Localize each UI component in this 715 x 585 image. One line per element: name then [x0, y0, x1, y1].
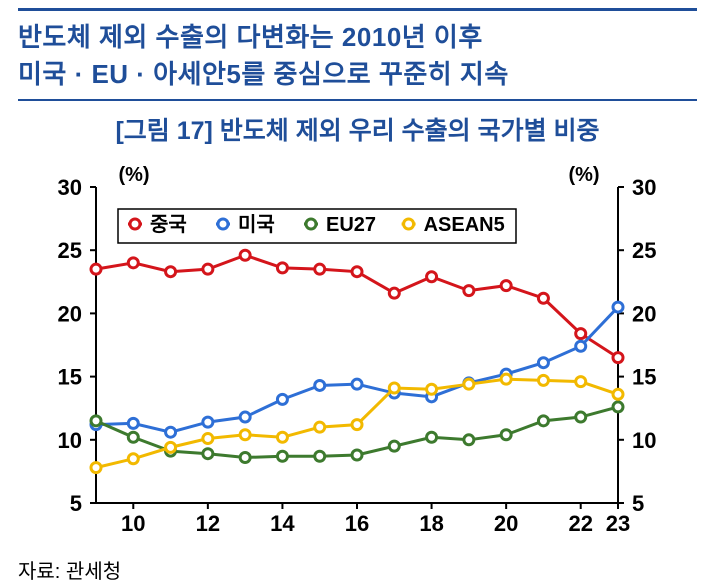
rule-top	[18, 8, 697, 11]
series-marker	[427, 384, 437, 394]
series-marker	[315, 380, 325, 390]
ytick-label-right: 10	[632, 428, 656, 453]
series-marker	[240, 412, 250, 422]
legend-swatch-marker	[404, 219, 414, 229]
series-marker	[389, 288, 399, 298]
legend-label: EU27	[326, 214, 376, 236]
series-marker	[538, 358, 548, 368]
series-marker	[277, 394, 287, 404]
series-marker	[166, 442, 176, 452]
series-marker	[613, 402, 623, 412]
ytick-label-right: 15	[632, 365, 656, 390]
ytick-label-left: 5	[70, 491, 82, 516]
series-marker	[538, 293, 548, 303]
headline-line2: 미국 · EU · 아세안5를 중심으로 꾸준히 지속	[18, 54, 697, 91]
series-marker	[166, 427, 176, 437]
xtick-label: 22	[568, 511, 592, 536]
ytick-label-left: 25	[58, 238, 82, 263]
series-marker	[203, 434, 213, 444]
series-marker	[203, 449, 213, 459]
series-marker	[538, 375, 548, 385]
line-chart: 5 5 10 10 15 15 20 20 25 25 30 30 (%) (%) 10 12 14 16 18 20…	[18, 153, 678, 553]
legend-label: 미국	[238, 213, 275, 236]
legend-swatch-marker	[306, 219, 316, 229]
xtick-label: 14	[270, 511, 295, 536]
xtick-label: 12	[196, 511, 220, 536]
chart-container: 5 5 10 10 15 15 20 20 25 25 30 30 (%) (%) 10 12 14 16 18 20…	[18, 153, 697, 553]
y-unit-right: (%)	[568, 164, 599, 186]
ytick-label-right: 20	[632, 301, 656, 326]
legend-swatch-marker	[218, 219, 228, 229]
series-marker	[91, 463, 101, 473]
series-marker	[501, 374, 511, 384]
series-marker	[277, 263, 287, 273]
series-marker	[613, 353, 623, 363]
series-marker	[352, 267, 362, 277]
series-marker	[427, 432, 437, 442]
series-marker	[203, 417, 213, 427]
series-marker	[128, 454, 138, 464]
series-marker	[613, 302, 623, 312]
source-label: 자료:	[18, 561, 60, 583]
xtick-label: 23	[606, 511, 630, 536]
series-marker	[315, 264, 325, 274]
series-marker	[464, 435, 474, 445]
series-marker	[240, 430, 250, 440]
source-line: 자료: 관세청	[18, 555, 697, 584]
series-marker	[240, 250, 250, 260]
xtick-label: 10	[121, 511, 145, 536]
series-marker	[166, 267, 176, 277]
legend-label: ASEAN5	[424, 214, 505, 236]
ytick-label-right: 30	[632, 175, 656, 200]
series-marker	[389, 383, 399, 393]
legend-label: 중국	[150, 214, 187, 236]
series-marker	[128, 432, 138, 442]
figure-title: [그림 17] 반도체 제외 우리 수출의 국가별 비중	[18, 111, 697, 147]
series-marker	[315, 422, 325, 432]
series-marker	[352, 420, 362, 430]
series-marker	[464, 379, 474, 389]
series-marker	[576, 412, 586, 422]
rule-mid	[18, 99, 697, 101]
series-marker	[576, 341, 586, 351]
ytick-label-right: 5	[632, 491, 644, 516]
ytick-label-left: 15	[58, 365, 82, 390]
headline-line1: 반도체 제외 수출의 다변화는 2010년 이후	[18, 17, 697, 54]
ytick-label-left: 30	[58, 175, 82, 200]
series-marker	[464, 286, 474, 296]
series-marker	[128, 418, 138, 428]
series-marker	[277, 451, 287, 461]
ytick-label-left: 10	[58, 428, 82, 453]
y-unit-left: (%)	[118, 164, 149, 186]
series-marker	[352, 379, 362, 389]
series-marker	[352, 450, 362, 460]
xtick-label: 16	[345, 511, 369, 536]
series-marker	[91, 264, 101, 274]
series-marker	[538, 416, 548, 426]
series-marker	[501, 281, 511, 291]
headline: 반도체 제외 수출의 다변화는 2010년 이후 미국 · EU · 아세안5를…	[18, 17, 697, 91]
legend-swatch-marker	[130, 219, 140, 229]
series-marker	[91, 416, 101, 426]
series-marker	[427, 272, 437, 282]
series-marker	[203, 264, 213, 274]
series-marker	[613, 389, 623, 399]
source-value: 관세청	[66, 561, 121, 583]
series-marker	[128, 258, 138, 268]
xtick-label: 18	[419, 511, 443, 536]
series-marker	[576, 329, 586, 339]
series-marker	[501, 430, 511, 440]
series-marker	[389, 441, 399, 451]
ytick-label-left: 20	[58, 301, 82, 326]
ytick-label-right: 25	[632, 238, 656, 263]
series-marker	[576, 377, 586, 387]
series-marker	[315, 451, 325, 461]
series-marker	[277, 432, 287, 442]
series-marker	[240, 452, 250, 462]
xtick-label: 20	[494, 511, 518, 536]
